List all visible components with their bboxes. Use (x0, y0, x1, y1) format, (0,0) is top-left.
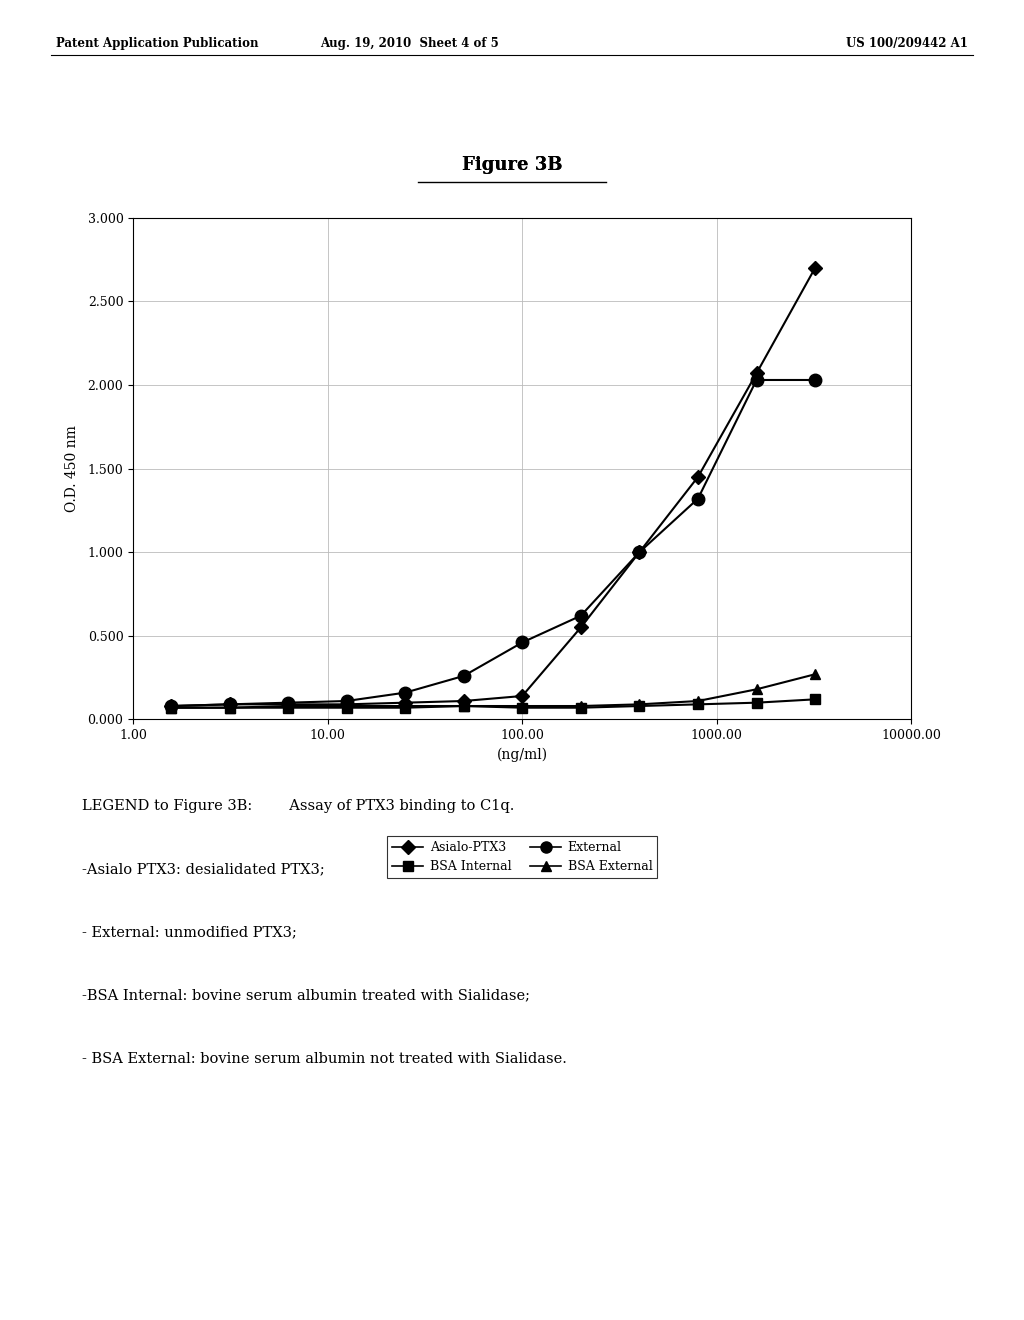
External (633, 544, 645, 560)
Asialo-PTX3 (516, 688, 528, 704)
Line: Asialo-PTX3: Asialo-PTX3 (166, 263, 820, 711)
External (223, 697, 236, 713)
BSA External (692, 693, 705, 709)
Text: LEGEND to Figure 3B:        Assay of PTX3 binding to C1q.: LEGEND to Figure 3B: Assay of PTX3 bindi… (82, 799, 514, 813)
Asialo-PTX3 (751, 366, 763, 381)
Asialo-PTX3 (223, 697, 236, 713)
BSA External (223, 700, 236, 715)
External (165, 698, 177, 714)
Text: -BSA Internal: bovine serum albumin treated with Sialidase;: -BSA Internal: bovine serum albumin trea… (82, 989, 530, 1003)
External (809, 372, 821, 388)
Asialo-PTX3 (692, 469, 705, 484)
Asialo-PTX3 (633, 544, 645, 560)
Text: US 100/209442 A1: US 100/209442 A1 (846, 37, 968, 50)
Text: -Asialo PTX3: desialidated PTX3;: -Asialo PTX3: desialidated PTX3; (82, 862, 325, 876)
Legend: Asialo-PTX3, BSA Internal, External, BSA External: Asialo-PTX3, BSA Internal, External, BSA… (387, 836, 657, 878)
External (516, 635, 528, 651)
BSA External (809, 667, 821, 682)
BSA External (751, 681, 763, 697)
External (282, 694, 294, 710)
Text: Figure 3B: Figure 3B (462, 156, 562, 174)
BSA External (399, 698, 412, 714)
External (399, 685, 412, 701)
BSA Internal (223, 700, 236, 715)
Asialo-PTX3 (282, 697, 294, 713)
Text: Figure 3B: Figure 3B (462, 156, 562, 174)
Line: BSA Internal: BSA Internal (166, 694, 820, 713)
BSA Internal (692, 697, 705, 713)
BSA Internal (751, 694, 763, 710)
BSA Internal (574, 700, 587, 715)
BSA Internal (165, 700, 177, 715)
Text: Aug. 19, 2010  Sheet 4 of 5: Aug. 19, 2010 Sheet 4 of 5 (321, 37, 499, 50)
Asialo-PTX3 (809, 260, 821, 276)
BSA External (458, 698, 470, 714)
Asialo-PTX3 (458, 693, 470, 709)
X-axis label: (ng/ml): (ng/ml) (497, 747, 548, 762)
BSA External (340, 698, 352, 714)
Asialo-PTX3 (399, 694, 412, 710)
Asialo-PTX3 (165, 698, 177, 714)
External (458, 668, 470, 684)
BSA Internal (809, 692, 821, 708)
Line: BSA External: BSA External (166, 669, 820, 713)
External (574, 607, 587, 623)
BSA Internal (340, 700, 352, 715)
BSA Internal (516, 700, 528, 715)
Asialo-PTX3 (340, 697, 352, 713)
BSA External (282, 698, 294, 714)
BSA External (165, 700, 177, 715)
External (751, 372, 763, 388)
External (692, 491, 705, 507)
Asialo-PTX3 (574, 619, 587, 635)
BSA External (574, 698, 587, 714)
Text: - BSA External: bovine serum albumin not treated with Sialidase.: - BSA External: bovine serum albumin not… (82, 1052, 567, 1067)
BSA External (633, 697, 645, 713)
BSA Internal (458, 698, 470, 714)
Text: - External: unmodified PTX3;: - External: unmodified PTX3; (82, 925, 297, 940)
BSA Internal (399, 700, 412, 715)
Line: External: External (165, 374, 821, 713)
External (340, 693, 352, 709)
BSA Internal (633, 698, 645, 714)
Y-axis label: O.D. 450 nm: O.D. 450 nm (66, 425, 79, 512)
Text: Patent Application Publication: Patent Application Publication (56, 37, 259, 50)
BSA External (516, 698, 528, 714)
BSA Internal (282, 700, 294, 715)
